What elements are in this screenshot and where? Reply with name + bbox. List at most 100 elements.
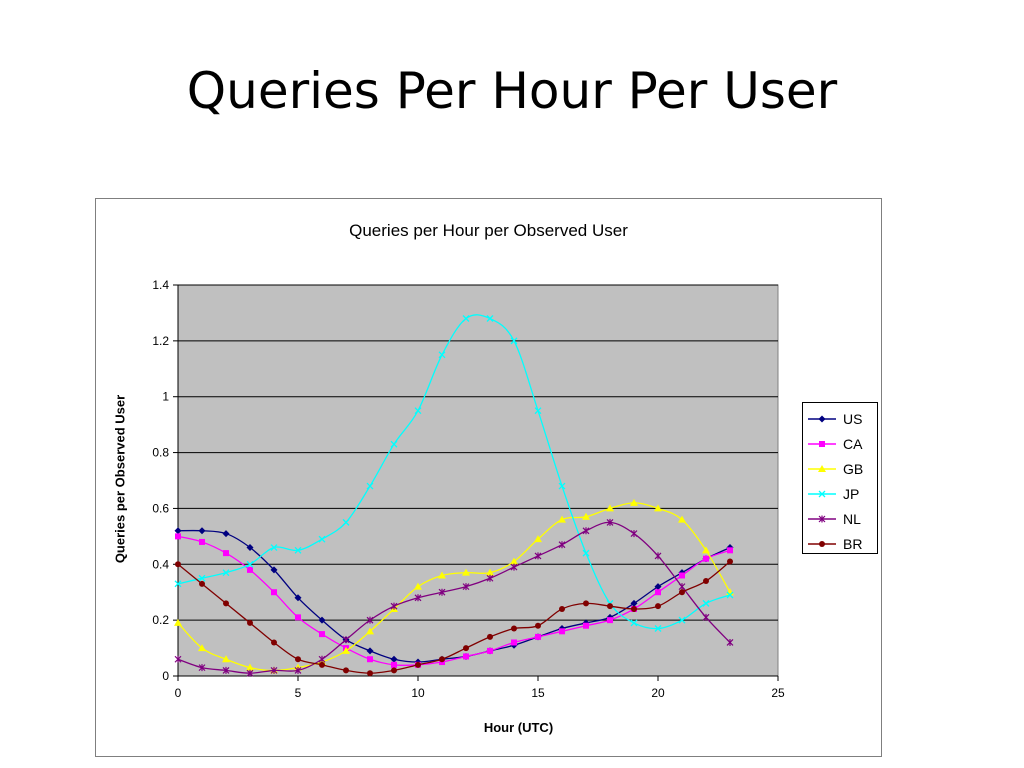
data-point-br [295, 656, 301, 663]
data-point-br [487, 633, 493, 640]
legend-label-br: BR [843, 535, 863, 552]
data-point-jp [318, 535, 326, 543]
data-point-gb [462, 568, 470, 576]
data-point-us [246, 544, 254, 552]
data-point-gb [630, 498, 638, 506]
legend-item-gb: GB [807, 456, 877, 481]
legend-marker-nl [818, 515, 826, 522]
data-point-ca [391, 661, 397, 668]
data-point-ca [199, 538, 205, 545]
data-point-br [439, 656, 445, 663]
data-point-ca [247, 566, 253, 573]
data-point-jp [558, 482, 566, 490]
legend-marker-us [818, 415, 826, 422]
data-point-jp [462, 315, 470, 322]
data-point-us [318, 616, 326, 624]
data-point-nl [462, 583, 470, 591]
y-tick-label: 0 [162, 669, 169, 683]
data-point-us [198, 527, 206, 535]
legend-label-gb: GB [843, 460, 864, 477]
data-point-br [583, 600, 589, 607]
y-tick-label: 0.2 [152, 613, 169, 627]
slide-title: Queries Per Hour Per User [186, 62, 838, 120]
legend-swatch-us [808, 415, 836, 422]
chart-title: Queries per Hour per Observed User [349, 221, 628, 240]
plot-area [177, 284, 779, 677]
data-point-br [175, 561, 181, 568]
data-point-nl [510, 563, 518, 571]
data-point-br [511, 625, 517, 632]
data-point-br [391, 667, 397, 674]
data-point-gb [246, 663, 254, 671]
data-point-nl [318, 655, 326, 663]
x-tick-label: 25 [771, 686, 785, 700]
chart-legend: US CA GB JP NL BR [802, 402, 878, 554]
legend-swatch-br [808, 540, 836, 547]
data-point-ca [679, 572, 685, 579]
legend-label-jp: JP [843, 485, 860, 502]
x-tick-label: 15 [531, 686, 545, 700]
data-point-ca [487, 647, 493, 654]
data-point-ca [511, 639, 517, 646]
y-tick-label: 0.4 [152, 557, 169, 571]
y-axis-label-text: Queries per Observed User [112, 394, 128, 564]
data-point-jp [486, 315, 494, 322]
data-point-ca [703, 555, 709, 562]
legend-item-jp: JP [807, 481, 877, 506]
data-point-ca [727, 547, 733, 554]
legend-swatch-gb [808, 464, 836, 472]
legend-marker-gb [818, 464, 826, 472]
data-point-br [535, 622, 541, 629]
data-point-jp [390, 440, 398, 448]
data-point-gb [654, 504, 662, 512]
data-point-jp [654, 625, 662, 632]
data-point-nl [630, 530, 638, 538]
data-point-gb [366, 627, 374, 635]
data-point-ca [463, 653, 469, 660]
data-point-br [727, 558, 733, 565]
data-point-nl [174, 655, 182, 663]
data-point-jp [270, 544, 278, 551]
data-point-gb [534, 535, 542, 543]
data-point-br [223, 600, 229, 607]
data-point-gb [510, 557, 518, 565]
data-point-jp [438, 351, 446, 359]
y-tick-label: 1.2 [152, 334, 169, 348]
legend-label-us: US [843, 410, 863, 427]
data-point-gb [558, 515, 566, 523]
data-point-jp [510, 337, 518, 345]
data-point-nl [486, 574, 494, 582]
data-point-br [319, 661, 325, 668]
data-point-us [630, 599, 638, 607]
y-tick-label: 1.4 [152, 278, 169, 292]
data-point-jp [342, 518, 350, 526]
data-point-ca [367, 656, 373, 663]
data-point-gb [702, 546, 710, 554]
data-point-ca [583, 622, 589, 629]
data-point-ca [295, 614, 301, 621]
data-point-br [559, 605, 565, 612]
data-point-gb [606, 504, 614, 512]
data-point-jp [702, 599, 710, 607]
data-point-ca [535, 633, 541, 640]
data-point-jp [174, 580, 182, 588]
legend-swatch-nl [808, 515, 836, 522]
data-point-gb [414, 582, 422, 590]
data-point-jp [534, 407, 542, 415]
legend-marker-jp [818, 490, 826, 497]
data-point-jp [294, 546, 302, 554]
data-point-ca [223, 550, 229, 557]
data-point-nl [342, 636, 350, 644]
data-point-nl [654, 552, 662, 560]
data-point-us [294, 594, 302, 602]
data-point-jp [246, 560, 254, 568]
legend-item-ca: CA [807, 431, 877, 456]
data-point-br [247, 619, 253, 626]
x-axis-label: Hour (UTC) [483, 720, 554, 735]
legend-label-nl: NL [843, 510, 861, 527]
data-point-jp [630, 619, 638, 627]
data-point-nl [558, 541, 566, 549]
x-tick-label: 10 [411, 686, 425, 700]
data-point-gb [438, 571, 446, 579]
legend-item-nl: NL [807, 506, 877, 531]
